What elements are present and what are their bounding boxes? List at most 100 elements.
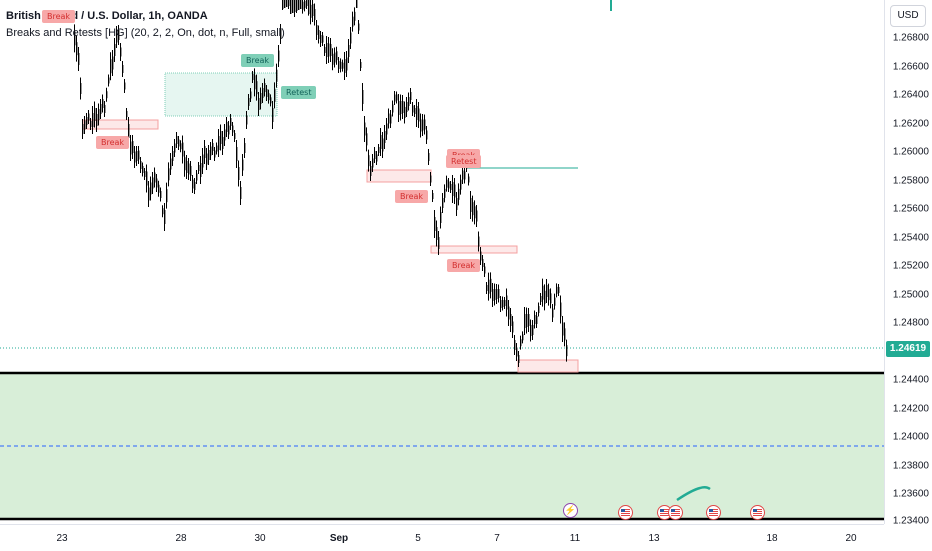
candle-body	[224, 129, 226, 141]
candle-body	[300, 0, 302, 9]
candle-body	[488, 279, 490, 294]
candles-group	[72, 0, 568, 367]
candle-body	[252, 74, 254, 80]
candle-body	[552, 308, 554, 318]
candle-body	[468, 176, 470, 183]
candle-body	[482, 259, 484, 267]
candle-body	[490, 278, 492, 292]
candle-body	[412, 105, 414, 113]
candle-body	[220, 131, 222, 144]
candle-body	[452, 182, 454, 196]
price-axis[interactable]: USD 1.26800 1.26600 1.26400 1.26200 1.26…	[884, 0, 932, 527]
candle-body	[558, 287, 560, 293]
candle-body	[74, 31, 76, 46]
candle-body	[530, 325, 532, 336]
price-label: 1.25000	[892, 289, 929, 301]
candle-body	[316, 25, 318, 35]
retest-tag-red: Retest	[446, 155, 482, 168]
candle-body	[500, 300, 502, 308]
candle-body	[256, 81, 258, 95]
uk-flag-event-icon[interactable]	[618, 505, 633, 520]
price-label: 1.23400	[892, 515, 929, 527]
time-label: Sep	[329, 533, 349, 544]
chart-pane[interactable]: British Pound / U.S. Dollar, 1h, OANDA B…	[0, 0, 884, 524]
candle-body	[312, 4, 314, 16]
candle-body	[268, 93, 270, 101]
candle-body	[442, 198, 444, 208]
currency-button[interactable]: USD	[890, 5, 926, 27]
candle-body	[428, 153, 430, 161]
candle-body	[420, 119, 422, 132]
candle-body	[124, 82, 126, 90]
candle-body	[154, 172, 156, 183]
candle-body	[320, 35, 322, 43]
candle-body	[364, 122, 366, 136]
candle-body	[480, 251, 482, 261]
candle-body	[142, 166, 144, 173]
drawn-curve	[676, 485, 711, 502]
break-box-red-4	[517, 359, 579, 373]
candle-body	[518, 355, 520, 363]
us-flag-event-icon[interactable]	[706, 505, 721, 520]
indicator-label[interactable]: Breaks and Retests [HG] (20, 2, 2, On, d…	[6, 27, 285, 39]
price-label: 1.24000	[892, 431, 929, 443]
time-label: 5	[415, 533, 421, 544]
candle-body	[270, 97, 272, 104]
candle-body	[532, 325, 534, 335]
candle-body	[338, 61, 340, 69]
price-label: 1.24400	[892, 374, 929, 386]
candle-body	[110, 59, 112, 74]
candle-body	[386, 123, 388, 135]
price-chart[interactable]	[0, 0, 884, 524]
candle-body	[148, 187, 150, 201]
time-axis[interactable]: 23 28 30 Sep 5 7 11 13 18 20	[0, 524, 884, 551]
candle-body	[546, 285, 548, 297]
candle-body	[82, 124, 84, 134]
candle-body	[326, 43, 328, 57]
price-label: 1.23800	[892, 460, 929, 472]
time-label: 28	[175, 533, 187, 544]
candle-body	[416, 106, 418, 120]
candle-body	[508, 306, 510, 320]
candle-body	[432, 193, 434, 199]
candle-body	[304, 0, 306, 8]
candle-body	[170, 158, 172, 170]
lightning-event-icon[interactable]: ⚡	[563, 503, 578, 518]
candle-body	[108, 77, 110, 84]
us-flag-event-icon[interactable]	[668, 505, 683, 520]
candle-body	[404, 107, 406, 118]
candle-body	[122, 65, 124, 73]
candle-body	[544, 290, 546, 304]
candle-body	[232, 125, 234, 133]
us-flag-event-icon[interactable]	[750, 505, 765, 520]
candle-body	[318, 30, 320, 39]
candle-body	[444, 188, 446, 198]
candle-body	[548, 289, 550, 301]
candle-body	[160, 191, 162, 198]
candle-body	[104, 105, 106, 113]
candle-body	[100, 104, 102, 114]
candle-body	[272, 108, 274, 122]
candle-body	[206, 153, 208, 165]
price-label: 1.25400	[892, 232, 929, 244]
candle-body	[302, 1, 304, 10]
candle-body	[222, 137, 224, 149]
candle-body	[380, 135, 382, 149]
candle-body	[152, 177, 154, 189]
candle-body	[554, 297, 556, 306]
candle-body	[162, 208, 164, 215]
candle-body	[126, 111, 128, 117]
time-label: 20	[845, 533, 857, 544]
candle-body	[314, 9, 316, 20]
candle-body	[306, 0, 308, 6]
candle-body	[462, 170, 464, 180]
candle-body	[212, 143, 214, 151]
candle-body	[254, 75, 256, 90]
candle-body	[146, 171, 148, 186]
candle-body	[144, 171, 146, 177]
candle-body	[522, 334, 524, 341]
candle-body	[190, 166, 192, 176]
candle-body	[394, 94, 396, 102]
candle-body	[298, 0, 300, 10]
candle-body	[290, 0, 292, 14]
